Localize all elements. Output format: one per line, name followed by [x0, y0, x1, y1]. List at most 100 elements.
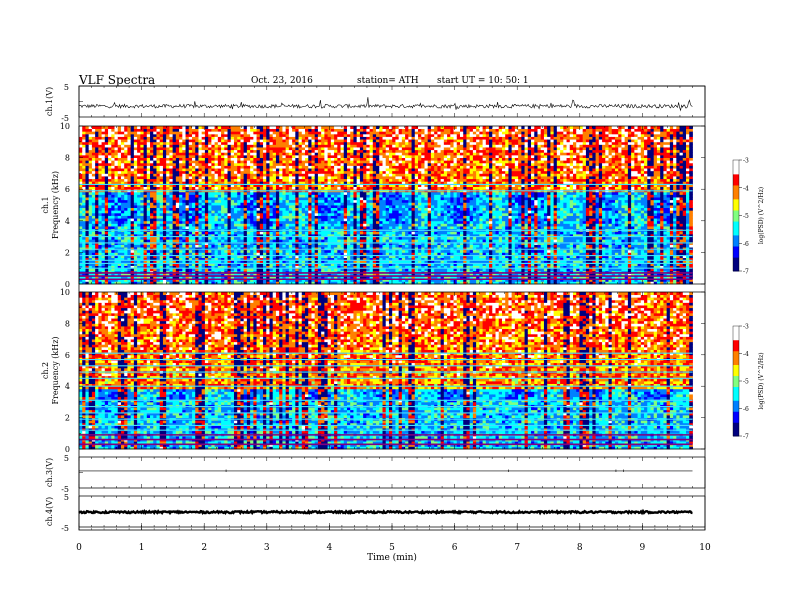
spectrogram-cell [108, 152, 112, 156]
spectrogram-cell [214, 231, 219, 235]
spectrogram-cell [324, 136, 329, 140]
spectrogram-cell [311, 262, 316, 266]
spectrogram-cell [259, 215, 264, 219]
spectrogram-cell [208, 207, 212, 211]
spectrogram-cell [269, 281, 274, 285]
spectrogram-cell [120, 168, 125, 172]
spectrogram-cell [120, 281, 125, 285]
spectrogram-cell [82, 226, 86, 230]
spectrogram-cell [240, 168, 245, 172]
spectrogram-cell [188, 186, 193, 190]
spectrogram-cell [230, 223, 235, 227]
spectrogram-cell [208, 247, 212, 251]
spectrogram-cell [334, 252, 338, 256]
spectrogram-cell [305, 162, 309, 166]
spectrogram-cell [159, 249, 164, 253]
spectrogram-cell [214, 194, 219, 198]
spectrogram-cell [162, 173, 167, 177]
spectrogram-cell [305, 197, 309, 201]
spectrogram-cell [172, 178, 177, 182]
spectrogram-cell [111, 281, 115, 285]
spectrogram-cell [204, 231, 209, 235]
spectrogram-cell [104, 255, 109, 259]
spectrogram-cell [130, 244, 135, 248]
spectrogram-cell [188, 131, 193, 135]
spectrogram-cell [150, 223, 154, 227]
spectrogram-cell [298, 226, 303, 230]
spectrogram-cell [130, 252, 135, 256]
spectrogram-cell [314, 281, 319, 285]
spectrogram-cell [253, 168, 257, 172]
spectrogram-cell [127, 168, 132, 172]
spectrogram-cell [240, 212, 245, 216]
spectrogram-cell [201, 183, 206, 187]
spectrogram-cell [162, 205, 167, 209]
spectrogram-cell [275, 176, 280, 180]
spectrogram-cell [114, 152, 119, 156]
spectrogram-cell [108, 249, 112, 253]
spectrogram-cell [292, 252, 296, 256]
spectrogram-cell [224, 178, 228, 182]
spectrogram-cell [282, 260, 287, 264]
spectrogram-cell [140, 273, 144, 277]
spectrogram-cell [192, 252, 196, 256]
spectrogram-cell [295, 173, 299, 177]
spectrogram-cell [237, 147, 241, 151]
spectrogram-cell [266, 231, 270, 235]
spectrogram-cell [314, 239, 319, 243]
spectrogram-cell [156, 152, 161, 156]
spectrogram-cell [133, 273, 138, 277]
spectrogram-cell [237, 131, 241, 135]
spectrogram-cell [98, 281, 102, 285]
spectrogram-cell [133, 186, 138, 190]
spectrogram-cell [111, 199, 115, 203]
spectrogram-cell [240, 202, 245, 206]
spectrogram-cell [98, 183, 102, 187]
spectrogram-cell [104, 207, 109, 211]
spectrogram-cell [85, 126, 90, 130]
spectrogram-cell [88, 173, 93, 177]
spectrogram-cell [256, 149, 261, 153]
spectrogram-cell [327, 157, 332, 161]
spectrogram-cell [169, 160, 174, 164]
spectrogram-cell [175, 152, 180, 156]
spectrogram-cell [250, 231, 254, 235]
spectrogram-cell [330, 131, 335, 135]
spectrogram-cell [230, 244, 235, 248]
spectrogram-cell [221, 281, 225, 285]
spectrogram-cell [324, 160, 329, 164]
spectrogram-cell [243, 170, 248, 174]
spectrogram-cell [298, 162, 303, 166]
spectrogram-cell [301, 141, 306, 145]
spectrogram-cell [275, 257, 280, 261]
spectrogram-cell [221, 186, 225, 190]
spectrogram-cell [117, 233, 122, 237]
spectrogram-cell [230, 139, 235, 143]
spectrogram-cell [201, 273, 206, 277]
spectrogram-cell [321, 218, 325, 222]
spectrogram-cell [150, 147, 154, 151]
spectrogram-cell [137, 162, 141, 166]
spectrogram-cell [179, 236, 183, 240]
spectrogram-cell [79, 131, 83, 135]
spectrogram-cell [214, 183, 219, 187]
spectrogram-cell [250, 249, 254, 253]
spectrogram-cell [301, 255, 306, 259]
spectrogram-cell [156, 199, 161, 203]
spectrogram-cell [114, 215, 119, 219]
spectrogram-cell [153, 149, 157, 153]
spectrogram-cell [259, 249, 264, 253]
spectrogram-cell [233, 126, 238, 130]
spectrogram-cell [169, 183, 174, 187]
spectrogram-cell [214, 128, 219, 132]
spectrogram-cell [95, 212, 99, 216]
spectrogram-cell [330, 236, 335, 240]
spectrogram-cell [337, 202, 341, 206]
spectrogram-cell [98, 202, 102, 206]
spectrogram-cell [153, 276, 157, 280]
spectrogram-cell [266, 210, 270, 214]
spectrogram-cell [295, 144, 299, 148]
spectrogram-cell [204, 141, 209, 145]
spectrogram-cell [114, 202, 119, 206]
spectrogram-cell [179, 265, 183, 269]
